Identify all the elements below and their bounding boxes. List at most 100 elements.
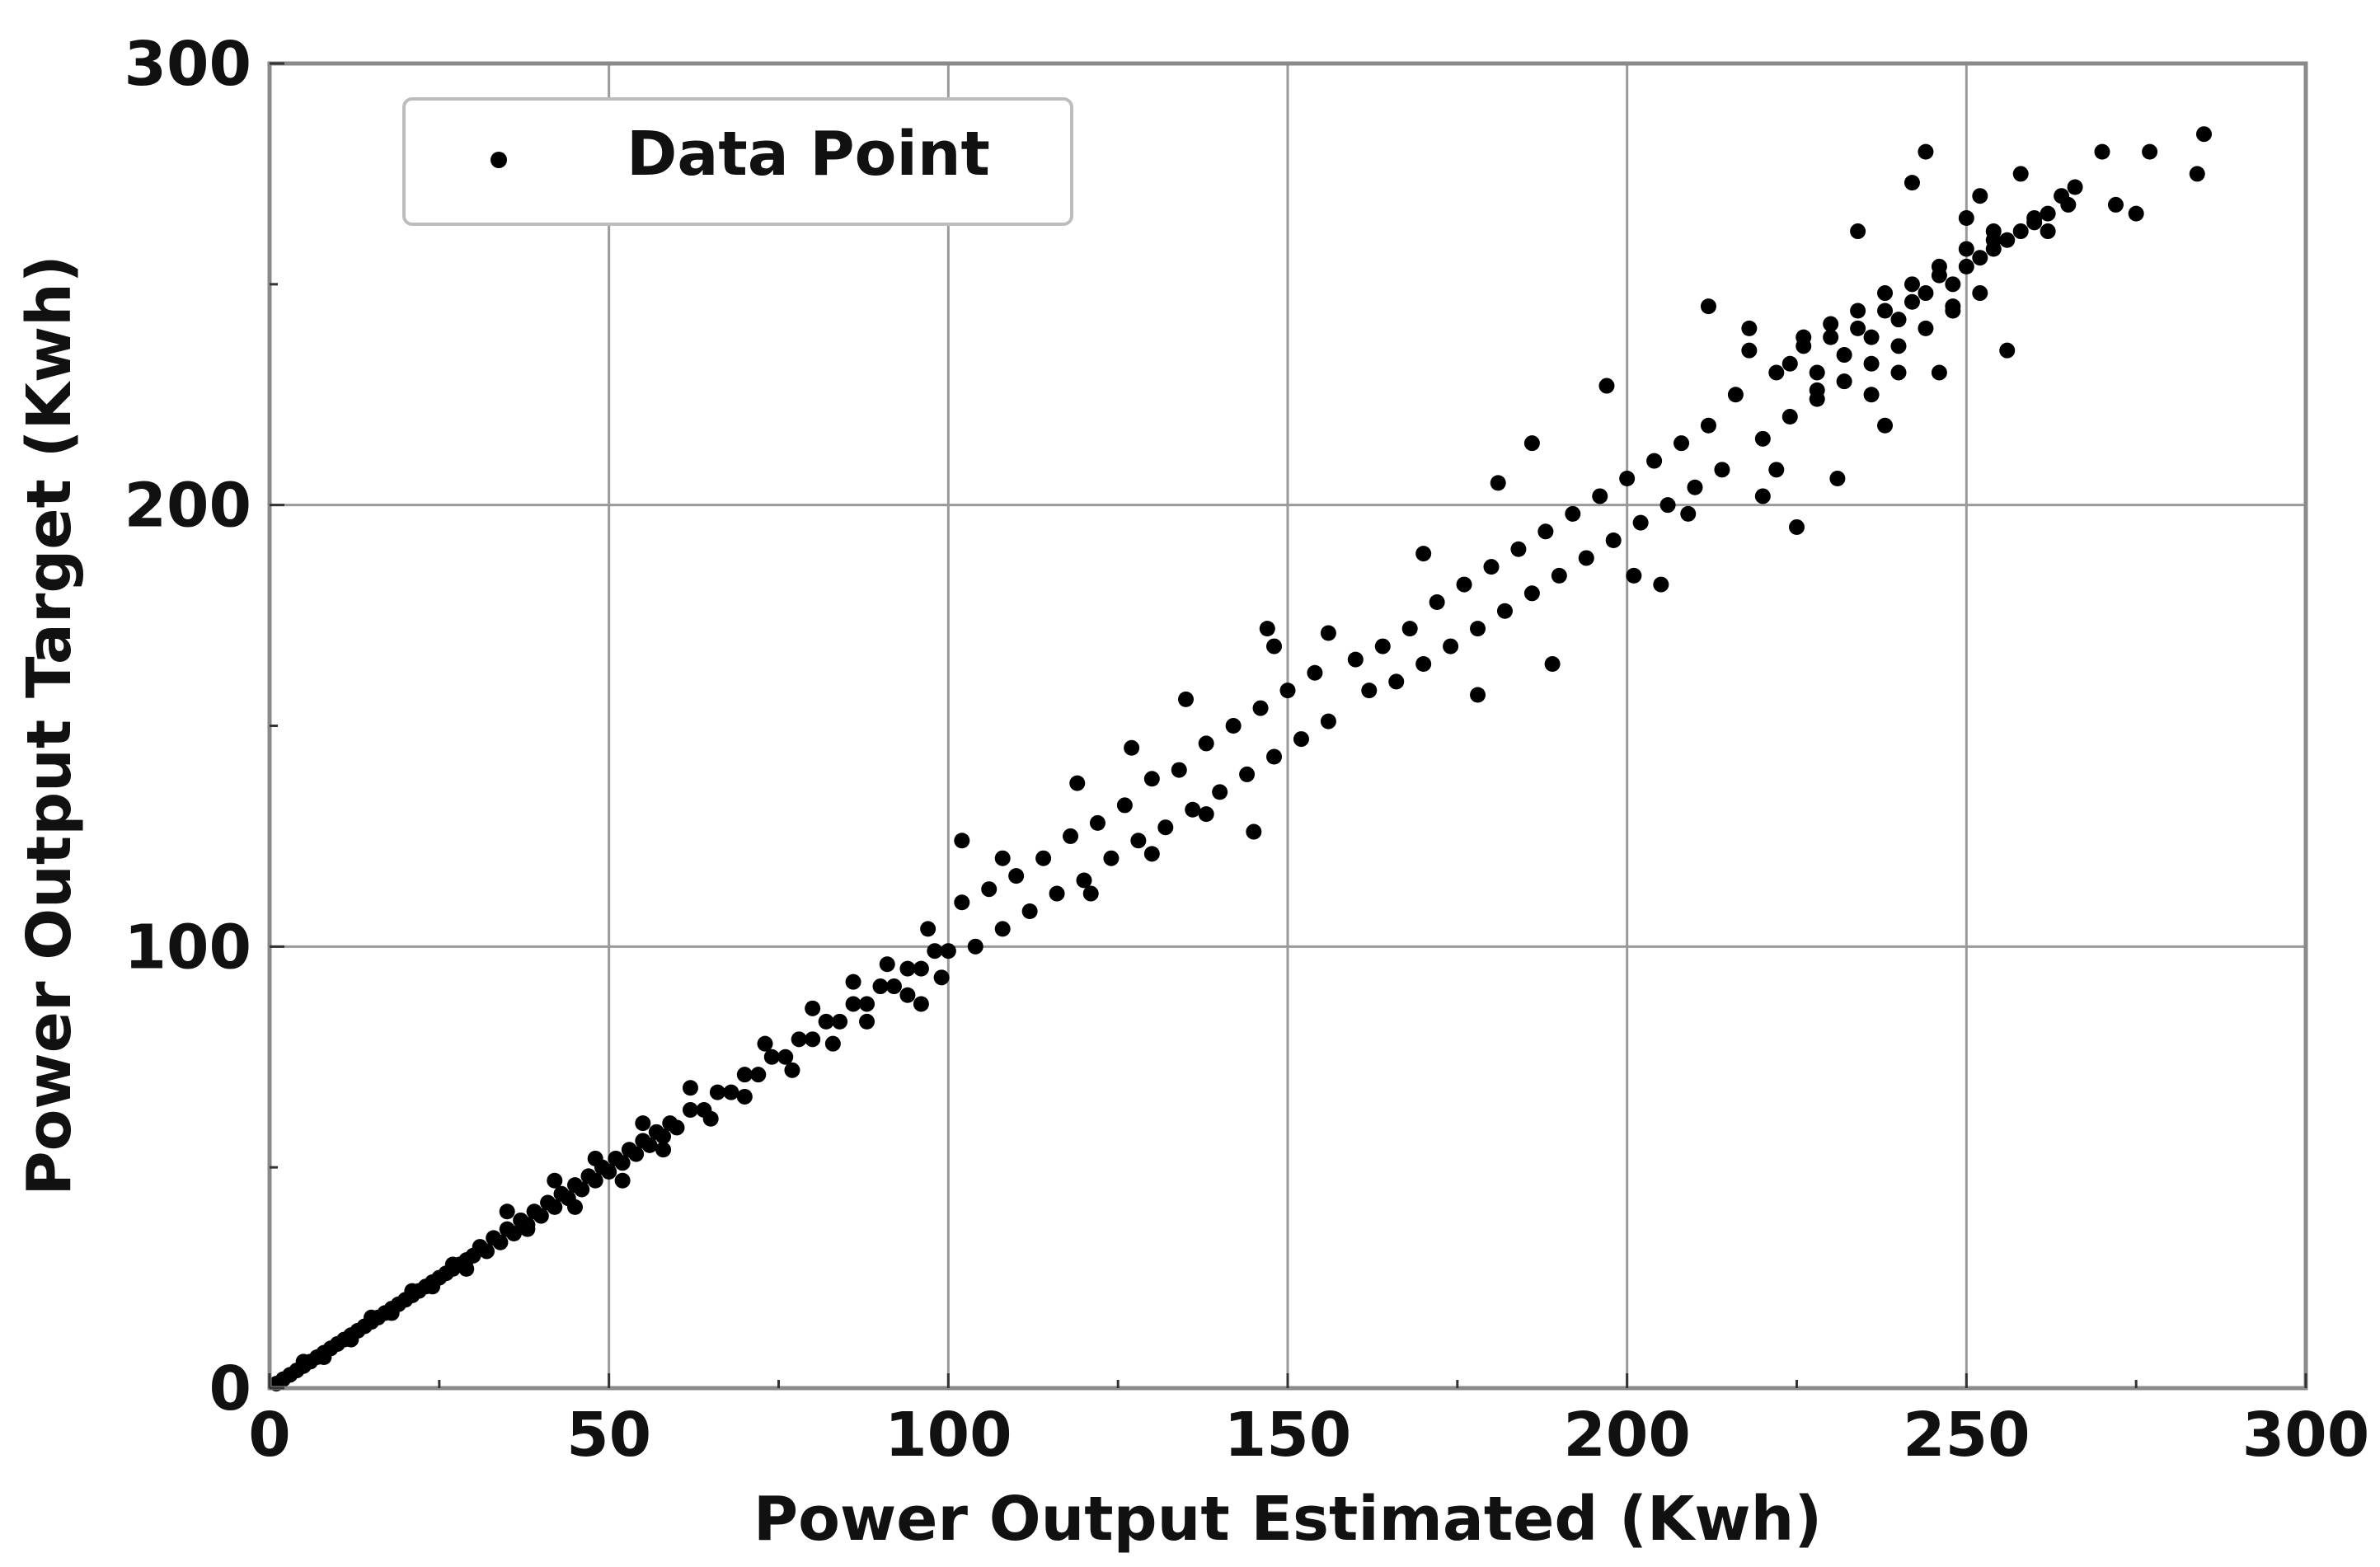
data-point <box>614 1172 631 1189</box>
data-point <box>1741 342 1758 359</box>
data-point <box>899 987 916 1003</box>
data-point <box>1483 559 1500 575</box>
data-point <box>859 996 875 1012</box>
data-point <box>1809 364 1825 381</box>
data-point <box>940 943 956 959</box>
y-tick-label: 100 <box>124 912 251 983</box>
data-point <box>750 1067 767 1083</box>
data-point <box>1904 175 1920 191</box>
data-point <box>682 1102 698 1119</box>
data-point <box>601 1164 617 1180</box>
data-point <box>2094 143 2110 160</box>
data-point <box>425 1278 441 1295</box>
data-point <box>587 1150 603 1166</box>
data-point <box>404 1283 420 1299</box>
data-point <box>1768 462 1785 478</box>
data-point <box>383 1305 400 1321</box>
data-point <box>1429 594 1445 611</box>
data-point <box>1985 241 2002 257</box>
data-point <box>1931 267 1947 284</box>
data-point <box>2142 143 2158 160</box>
data-point <box>1890 312 1907 328</box>
data-point <box>1246 823 1262 840</box>
data-point <box>587 1172 603 1189</box>
data-point <box>1443 638 1459 654</box>
data-point <box>1361 683 1378 699</box>
data-point <box>994 921 1011 937</box>
data-point <box>859 1013 875 1030</box>
data-point <box>364 1309 379 1325</box>
data-point <box>547 1199 563 1215</box>
data-point <box>1225 718 1242 734</box>
data-point <box>1958 258 1974 274</box>
data-point <box>1768 364 1785 381</box>
data-point <box>1082 885 1099 902</box>
data-point <box>1877 303 1894 319</box>
data-point <box>757 1035 773 1052</box>
ticks-layer: 0 50 100 150 200 250 300 0 100 200 300 <box>124 29 2370 1471</box>
data-point <box>1598 378 1615 394</box>
data-point <box>872 978 889 995</box>
data-point <box>1904 293 1920 310</box>
data-point <box>818 1013 834 1030</box>
data-point <box>1171 762 1187 778</box>
data-point <box>981 881 998 898</box>
data-point <box>614 1155 631 1171</box>
data-point <box>954 833 970 849</box>
data-point <box>899 960 916 977</box>
data-point <box>1850 303 1866 319</box>
data-point <box>1415 656 1432 673</box>
data-point <box>1890 364 1907 381</box>
data-point <box>1347 651 1364 668</box>
data-point <box>777 1049 794 1065</box>
data-point <box>1796 338 1812 354</box>
data-point <box>2107 196 2124 213</box>
data-point <box>1632 514 1649 531</box>
data-point <box>1863 329 1880 345</box>
data-point <box>2012 223 2029 240</box>
data-point <box>845 974 861 990</box>
x-tick-label: 300 <box>2242 1400 2369 1471</box>
data-point <box>1388 673 1405 690</box>
data-point <box>1958 209 1974 226</box>
data-point <box>1259 621 1275 637</box>
data-point <box>1143 846 1160 862</box>
data-point <box>1931 364 1947 381</box>
data-point <box>824 1035 841 1052</box>
x-axis-label: Power Output Estimated (Kwh) <box>753 1484 1822 1555</box>
data-point <box>1130 833 1147 849</box>
data-point <box>1496 603 1513 619</box>
data-point <box>805 1031 821 1048</box>
data-point <box>2060 196 2077 213</box>
data-point <box>1157 819 1174 836</box>
data-point <box>1700 298 1716 315</box>
data-point <box>1781 409 1798 425</box>
data-point <box>2067 179 2083 195</box>
data-point <box>1124 739 1140 756</box>
data-point <box>499 1203 515 1220</box>
data-point <box>702 1110 719 1127</box>
data-point <box>2012 166 2029 182</box>
x-tick-label: 50 <box>566 1400 651 1471</box>
data-point <box>444 1256 461 1273</box>
data-point <box>1178 691 1194 707</box>
data-point <box>1789 518 1805 535</box>
data-point <box>1592 488 1608 504</box>
data-point <box>669 1119 685 1136</box>
points-layer <box>268 126 2212 1392</box>
data-point <box>1829 471 1846 487</box>
data-point <box>547 1172 563 1189</box>
data-point <box>967 938 983 955</box>
data-point <box>505 1226 522 1242</box>
data-point <box>1945 298 1961 315</box>
x-tick-label: 0 <box>248 1400 291 1471</box>
data-point <box>295 1354 312 1370</box>
data-point <box>1544 656 1561 673</box>
data-point <box>1646 453 1663 469</box>
data-point <box>1266 748 1283 765</box>
data-point <box>1116 797 1133 814</box>
data-point <box>1320 625 1336 641</box>
data-point <box>920 921 937 937</box>
data-point <box>1659 497 1676 514</box>
